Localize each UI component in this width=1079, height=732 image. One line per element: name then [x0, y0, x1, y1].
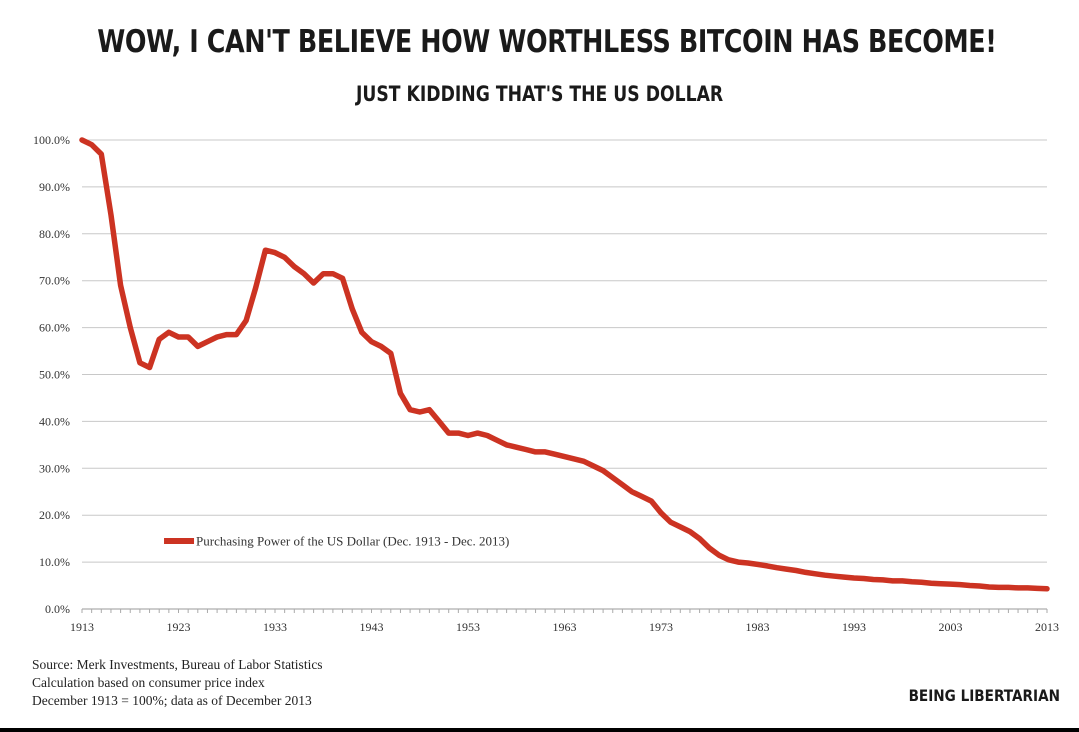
x-tick-label: 1973 — [649, 620, 673, 634]
y-tick-label: 0.0% — [45, 602, 70, 616]
x-tick-label: 1983 — [746, 620, 770, 634]
x-tick-label: 2013 — [1035, 620, 1059, 634]
x-tick-label: 2003 — [939, 620, 963, 634]
y-tick-label: 20.0% — [39, 508, 70, 522]
y-tick-label: 10.0% — [39, 555, 70, 569]
y-tick-label: 90.0% — [39, 180, 70, 194]
x-tick-label: 1943 — [360, 620, 384, 634]
y-axis-tick-labels: 0.0% 10.0% 20.0% 30.0% 40.0% 50.0% 60.0% 70.0% 8… — [33, 133, 70, 616]
y-tick-label: 100.0% — [33, 133, 70, 147]
x-axis-tick-labels: 1913 1923 1933 1943 1953 1963 1973 1983 1993 2003… — [70, 620, 1059, 634]
y-tick-label: 60.0% — [39, 321, 70, 335]
source-note: Source: Merk Investments, Bureau of Labo… — [32, 656, 323, 710]
y-tick-label: 30.0% — [39, 461, 70, 475]
x-tick-label: 1923 — [167, 620, 191, 634]
y-tick-label: 50.0% — [39, 368, 70, 382]
headline: WOW, I CAN'T BELIEVE HOW WORTHLESS BITCO… — [97, 24, 997, 60]
y-tick-label: 70.0% — [39, 274, 70, 288]
x-tick-label: 1913 — [70, 620, 94, 634]
chart-gridlines — [82, 139, 1047, 610]
legend-label: Purchasing Power of the US Dollar (Dec. … — [196, 533, 509, 548]
x-tick-label: 1933 — [263, 620, 287, 634]
x-tick-label: 1993 — [842, 620, 866, 634]
chart-legend: Purchasing Power of the US Dollar (Dec. … — [164, 533, 509, 548]
series-line — [79, 137, 1050, 592]
source-line: Source: Merk Investments, Bureau of Labo… — [32, 657, 323, 672]
publisher-credit: BEING LIBERTARIAN — [908, 686, 1060, 705]
subheadline: JUST KIDDING THAT'S THE US DOLLAR — [356, 82, 724, 106]
source-line: December 1913 = 100%; data as of Decembe… — [32, 693, 312, 708]
x-axis-ticks — [81, 609, 1048, 613]
x-tick-label: 1963 — [553, 620, 577, 634]
series-lines — [79, 137, 1050, 592]
x-tick-label: 1953 — [456, 620, 480, 634]
y-tick-label: 80.0% — [39, 227, 70, 241]
y-tick-label: 40.0% — [39, 414, 70, 428]
source-line: Calculation based on consumer price inde… — [32, 675, 265, 690]
